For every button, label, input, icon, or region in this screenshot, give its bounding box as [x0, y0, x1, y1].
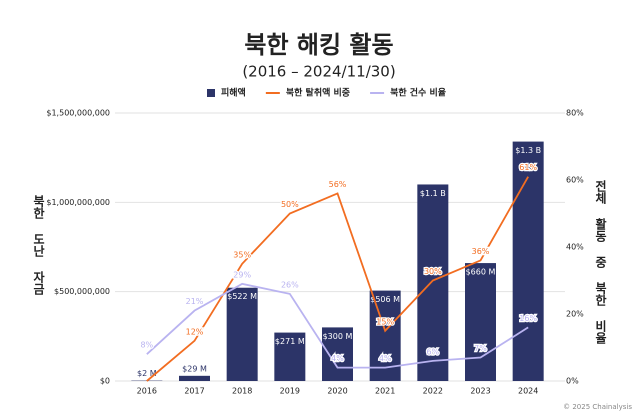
line-value-label: 6%	[426, 347, 439, 356]
line	[146, 282, 529, 369]
line-value-label: 4%	[379, 354, 392, 363]
x-tick-label: 2021	[375, 387, 395, 396]
y2-tick-label: 20%	[566, 310, 584, 319]
bar	[179, 375, 210, 381]
bar	[322, 327, 353, 381]
legend-label: 북한 건수 비율	[390, 87, 446, 99]
line-value-label: 16%	[519, 314, 537, 323]
y2-axis-title: 전체 활동 중 북한 비율	[594, 179, 608, 345]
y2-tick-label: 0%	[566, 377, 579, 386]
x-tick-label: 2024	[518, 387, 538, 396]
y-axis-title: 북한 도난 자금	[32, 195, 46, 296]
bar	[512, 141, 544, 381]
line-value-label: 12%	[186, 327, 204, 336]
line	[146, 176, 529, 382]
chart-title: 북한 해킹 활동	[244, 31, 393, 59]
line-value-label: 29%	[233, 270, 251, 279]
bar	[465, 263, 496, 381]
legend-swatch	[207, 89, 215, 97]
line-value-label: 21%	[186, 297, 204, 306]
y-tick-label: $0	[100, 377, 110, 386]
bar	[226, 287, 258, 381]
line-value-label: 8%	[140, 341, 153, 350]
y-tick-label: $500,000,000	[54, 287, 110, 296]
bar-value-label: $29 M	[182, 364, 207, 373]
line-value-label: 4%	[331, 354, 344, 363]
bar-value-label: $522 M	[227, 292, 257, 301]
bar-value-label: $1.3 B	[515, 146, 541, 155]
line-value-label: 50%	[281, 200, 299, 209]
x-tick-label: 2020	[327, 387, 347, 396]
legend-label: 북한 탈취액 비중	[286, 87, 350, 99]
bar-value-label: $1.1 B	[420, 189, 446, 198]
bar-value-label: $506 M	[370, 295, 400, 304]
x-tick-label: 2016	[137, 387, 157, 396]
line-value-label: 61%	[519, 163, 537, 172]
y-tick-label: $1,000,000,000	[46, 198, 110, 207]
x-tick-label: 2019	[280, 387, 300, 396]
line-value-label: 7%	[474, 344, 487, 353]
x-tick-label: 2017	[184, 387, 204, 396]
x-tick-label: 2018	[232, 387, 252, 396]
line-value-label: 30%	[424, 267, 442, 276]
y2-tick-label: 60%	[566, 176, 584, 185]
line-value-label: 36%	[472, 247, 490, 256]
chart-subtitle: (2016 – 2024/11/30)	[242, 63, 395, 81]
bar-value-label: $2 M	[137, 369, 157, 378]
line-value-label: 56%	[329, 180, 347, 189]
line-value-label: 15%	[376, 317, 394, 326]
bar	[417, 184, 449, 381]
bar-value-label: $271 M	[275, 337, 305, 346]
x-tick-label: 2023	[470, 387, 490, 396]
footer: © 2025 Chainalysis	[563, 403, 632, 411]
y2-tick-label: 40%	[566, 243, 584, 252]
x-tick-label: 2022	[423, 387, 443, 396]
bar	[274, 332, 306, 381]
bar-value-label: $660 M	[466, 268, 496, 277]
y-tick-label: $1,500,000,000	[46, 109, 110, 118]
line-value-label: 35%	[233, 250, 251, 259]
bar-value-label: $300 M	[323, 332, 353, 341]
y2-tick-label: 80%	[566, 109, 584, 118]
line-value-label: 26%	[281, 280, 299, 289]
legend-label: 피해액	[221, 87, 246, 99]
